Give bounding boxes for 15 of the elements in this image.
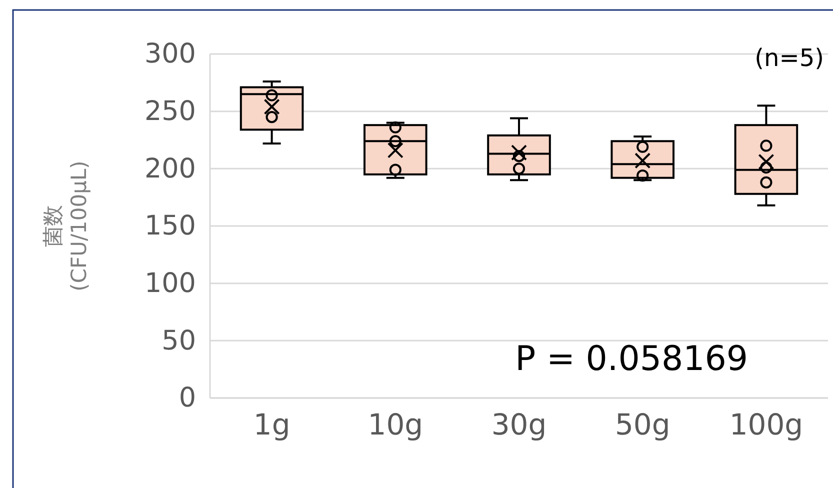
x-tick-label: 10g [368, 408, 424, 442]
y-tick-label: 50 [162, 325, 196, 356]
y-axis-title: 菌数 (CFU/100μL) [41, 160, 91, 292]
y-tick-label: 250 [144, 96, 196, 127]
x-tick-label: 100g [729, 408, 804, 442]
x-tick-label: 50g [614, 408, 670, 442]
y-tick-label: 0 [178, 382, 196, 414]
x-tick-label: 1g [253, 408, 290, 442]
x-tick-label: 30g [491, 408, 547, 442]
annotation: (n=5) [754, 44, 824, 72]
y-tick-label: 200 [144, 153, 196, 184]
y-tick-label: 100 [144, 268, 196, 299]
y-tick-label: 300 [144, 38, 196, 70]
annotation: P = 0.058169 [515, 339, 748, 379]
y-tick-label: 150 [144, 210, 196, 242]
